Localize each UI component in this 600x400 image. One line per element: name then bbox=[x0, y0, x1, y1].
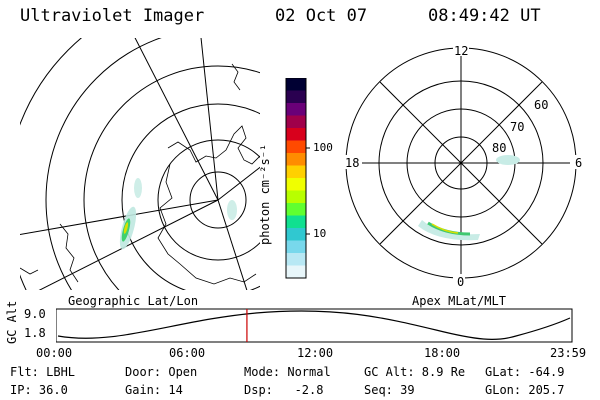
altitude-xtick-2: 12:00 bbox=[297, 346, 334, 360]
coastline bbox=[157, 163, 257, 285]
geographic-map bbox=[20, 38, 260, 290]
altitude-ylabel: GC Alt bbox=[5, 300, 19, 344]
altitude-xtick-1: 06:00 bbox=[169, 346, 206, 360]
altitude-xtick-0: 00:00 bbox=[36, 346, 73, 360]
altitude-frame bbox=[56, 308, 573, 343]
info-gc-alt: GC Alt: 8.9 Re bbox=[364, 365, 466, 379]
aurora-patch bbox=[496, 155, 520, 165]
meridian-line bbox=[217, 166, 260, 201]
colorbar-stripe bbox=[286, 128, 306, 141]
lat-circle bbox=[121, 103, 260, 290]
mlt-label-0: 0 bbox=[457, 275, 465, 289]
altitude-curve bbox=[57, 310, 571, 340]
colorbar-stripe bbox=[286, 253, 306, 266]
mlt-label-18: 18 bbox=[345, 156, 360, 170]
apex-caption: Apex MLat/MLT bbox=[412, 294, 506, 308]
magnetic-polar-plot bbox=[344, 44, 582, 286]
info-mode: Mode: Normal bbox=[244, 365, 331, 379]
coastline bbox=[20, 267, 39, 275]
coastline bbox=[231, 63, 241, 91]
mlt-line bbox=[379, 81, 543, 245]
mlt-label-12: 12 bbox=[454, 44, 469, 58]
info-dsp: Dsp: -2.8 bbox=[244, 383, 324, 397]
colorbar-stripe bbox=[286, 178, 306, 191]
colorbar-stripe bbox=[286, 215, 306, 229]
coastline bbox=[59, 223, 79, 283]
mlt-label-6: 6 bbox=[575, 156, 583, 170]
colorbar-tick-100: 100 bbox=[313, 141, 333, 154]
altitude-ytick-min: 1.8 bbox=[24, 326, 46, 340]
colorbar-stripe bbox=[286, 240, 306, 254]
colorbar-stripe bbox=[286, 78, 306, 91]
coastline bbox=[167, 125, 260, 165]
meridian-line bbox=[20, 199, 219, 236]
lat-circle bbox=[157, 139, 260, 261]
colorbar-stripe bbox=[286, 265, 306, 279]
instrument-title: Ultraviolet Imager bbox=[20, 6, 205, 26]
colorbar-stripe bbox=[286, 90, 306, 104]
aurora-arc-peak bbox=[431, 223, 459, 234]
info-glat: GLat: -64.9 bbox=[485, 365, 565, 379]
info-door: Door: Open bbox=[125, 365, 198, 379]
lat-circle bbox=[83, 65, 260, 290]
info-glon: GLon: 205.7 bbox=[485, 383, 565, 397]
lat-circle bbox=[45, 38, 162, 290]
altitude-xtick-3: 18:00 bbox=[424, 346, 461, 360]
info-flt: Flt: LBHL bbox=[10, 365, 76, 379]
mlat-label-60: 60 bbox=[534, 98, 549, 112]
aurora-peak bbox=[123, 222, 129, 234]
altitude-ytick-max: 9.0 bbox=[24, 307, 46, 321]
time-label: 08:49:42 UT bbox=[428, 6, 541, 26]
colorbar-stripe bbox=[286, 190, 306, 204]
colorbar bbox=[285, 78, 310, 279]
meridian-line bbox=[217, 199, 248, 290]
lat-circle bbox=[20, 38, 83, 290]
altitude-plot bbox=[56, 308, 573, 343]
colorbar-stripe bbox=[286, 203, 306, 216]
meridian-line bbox=[38, 199, 219, 290]
colorbar-stripe bbox=[286, 103, 306, 116]
date-label: 02 Oct 07 bbox=[275, 6, 368, 26]
mlat-label-80: 80 bbox=[492, 141, 507, 155]
colorbar-stripe bbox=[286, 115, 306, 129]
info-gain: Gain: 14 bbox=[125, 383, 183, 397]
colorbar-stripe bbox=[286, 165, 306, 179]
altitude-xtick-4: 23:59 bbox=[550, 346, 587, 360]
mlat-label-70: 70 bbox=[510, 120, 525, 134]
aurora-patch bbox=[227, 200, 237, 220]
lat-circle bbox=[189, 171, 247, 229]
colorbar-frame bbox=[285, 78, 307, 279]
geographic-caption: Geographic Lat/Lon bbox=[68, 294, 199, 308]
meridian-line bbox=[134, 38, 219, 201]
colorbar-stripe bbox=[286, 140, 306, 154]
aurora-oval bbox=[418, 220, 480, 241]
colorbar-tick-10: 10 bbox=[313, 227, 327, 240]
info-ip: IP: 36.0 bbox=[10, 383, 68, 397]
colorbar-stripe bbox=[286, 153, 306, 166]
meridian-line bbox=[200, 38, 219, 201]
aurora-patch bbox=[134, 178, 142, 198]
info-seq: Seq: 39 bbox=[364, 383, 415, 397]
colorbar-stripe bbox=[286, 228, 306, 241]
colorbar-unit-label: photon cm⁻²s⁻¹ bbox=[258, 143, 272, 245]
